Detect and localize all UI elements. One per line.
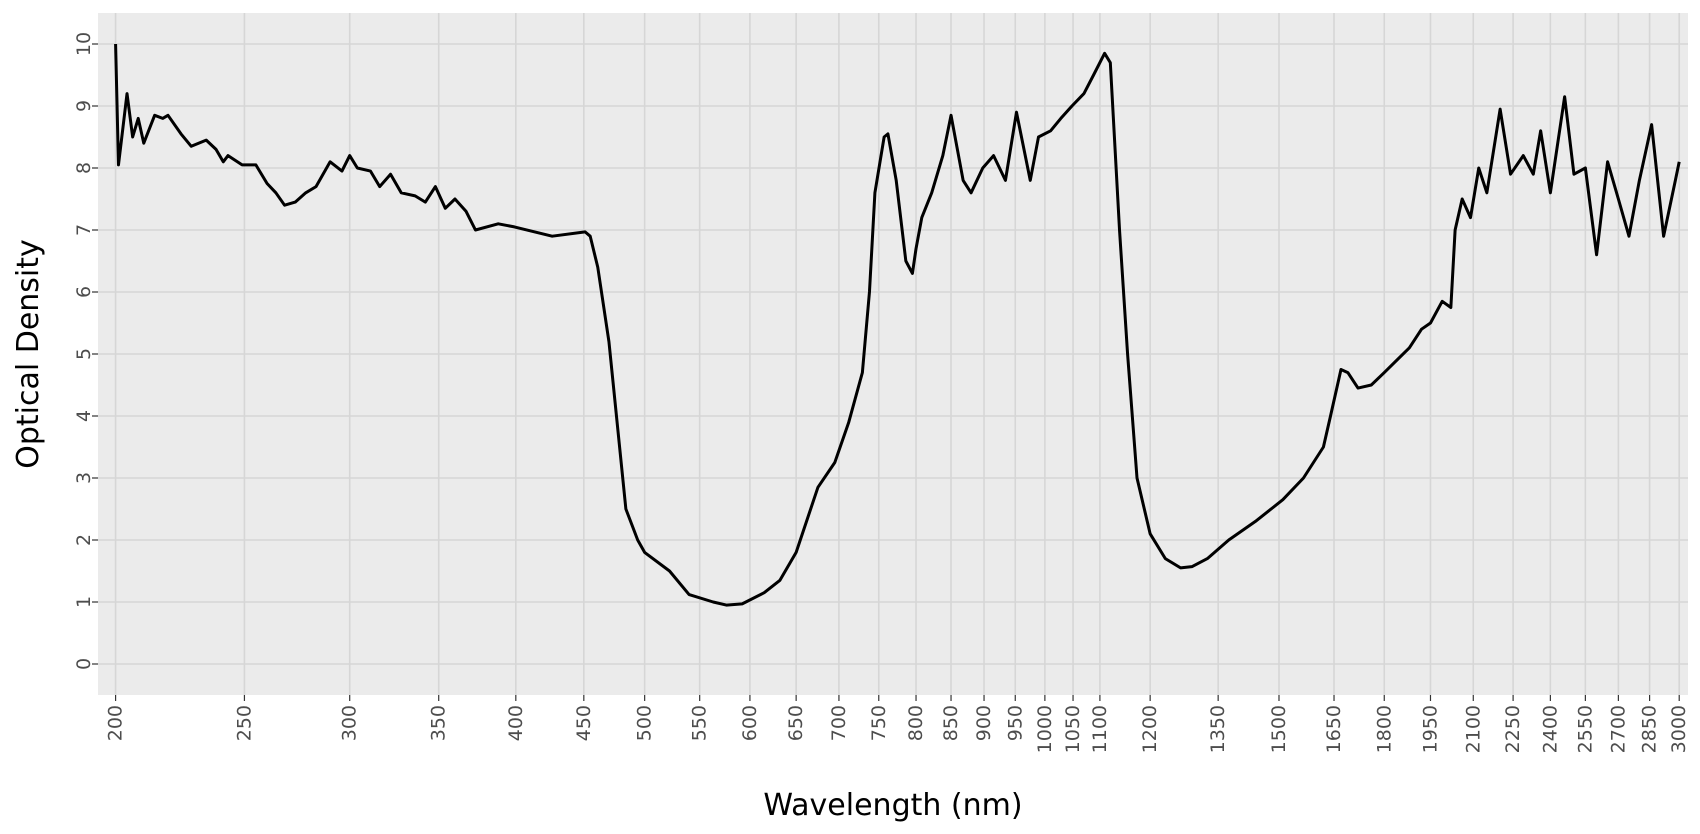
y-tick-label: 3 [73, 472, 95, 484]
x-axis-title: Wavelength (nm) [763, 788, 1022, 823]
x-tick-label: 1100 [1089, 705, 1111, 753]
y-tick-label: 5 [73, 348, 95, 360]
x-tick-label: 1800 [1373, 705, 1395, 753]
x-tick-label: 800 [905, 705, 927, 741]
x-tick-label: 950 [1004, 705, 1026, 741]
x-tick-label: 450 [573, 705, 595, 741]
y-tick-label: 1 [73, 596, 95, 608]
x-tick-label: 600 [739, 705, 761, 741]
x-tick-label: 1000 [1034, 705, 1056, 753]
x-tick-label: 2850 [1639, 705, 1661, 753]
x-tick-label: 700 [828, 705, 850, 741]
x-tick-label: 300 [339, 705, 361, 741]
x-tick-label: 1200 [1139, 705, 1161, 753]
x-tick-label: 2100 [1462, 705, 1484, 753]
x-tick-label: 400 [505, 705, 527, 741]
x-tick-label: 900 [973, 705, 995, 741]
x-tick-label: 2400 [1539, 705, 1561, 753]
x-tick-label: 250 [233, 705, 255, 741]
y-tick-label: 6 [73, 286, 95, 298]
x-tick-label: 1650 [1323, 705, 1345, 753]
x-tick-label: 1500 [1268, 705, 1290, 753]
y-tick-label: 8 [73, 162, 95, 174]
x-tick-label: 500 [634, 705, 656, 741]
x-tick-label: 750 [868, 705, 890, 741]
y-tick-label: 0 [73, 658, 95, 670]
x-tick-label: 350 [428, 705, 450, 741]
x-tick-label: 200 [105, 705, 127, 741]
y-axis-title: Optical Density [11, 239, 46, 469]
x-tick-label: 550 [689, 705, 711, 741]
y-tick-label: 9 [73, 100, 95, 112]
x-tick-label: 2700 [1607, 705, 1629, 753]
y-tick-label: 7 [73, 224, 95, 236]
y-tick-label: 2 [73, 534, 95, 546]
x-tick-label: 2250 [1502, 705, 1524, 753]
x-tick-label: 650 [785, 705, 807, 741]
data-line [114, 43, 1681, 607]
y-tick-label: 10 [73, 32, 95, 56]
x-tick-label: 1050 [1062, 705, 1084, 753]
x-tick-label: 850 [940, 705, 962, 741]
x-tick-label: 1950 [1419, 705, 1441, 753]
x-tick-label: 2550 [1574, 705, 1596, 753]
y-tick-label: 4 [73, 410, 95, 422]
x-tick-label: 3000 [1668, 705, 1690, 753]
x-tick-label: 1350 [1207, 705, 1229, 753]
